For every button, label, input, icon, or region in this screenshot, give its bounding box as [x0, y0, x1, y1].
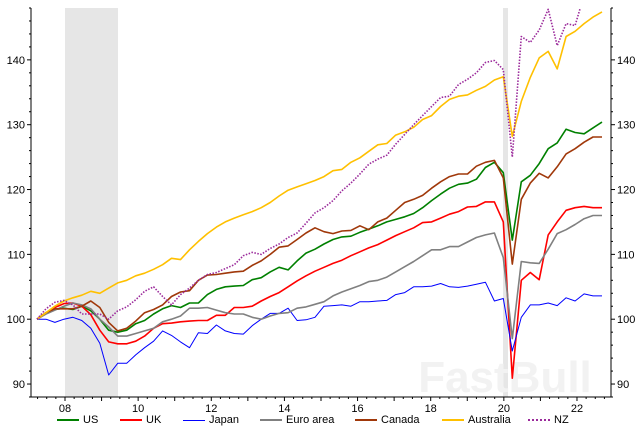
series-line-euro-area — [36, 214, 602, 340]
y-tick-label-right: 90 — [617, 379, 629, 391]
series-line-australia — [36, 11, 603, 320]
y-tick-label-left: 110 — [7, 249, 25, 261]
y-tick-label-right: 110 — [617, 249, 635, 261]
legend-swatch — [120, 419, 142, 421]
legend-label: Canada — [381, 414, 420, 426]
x-tick-label: 18 — [425, 403, 437, 415]
legend-item: Euro area — [260, 414, 334, 426]
legend-item: Canada — [355, 414, 420, 426]
watermark-logo: FastBull — [418, 353, 592, 402]
legend-swatch — [183, 419, 205, 421]
legend-item: Australia — [442, 414, 511, 426]
x-tick-label: 10 — [132, 403, 144, 415]
legend-item: UK — [120, 414, 161, 426]
legend-swatch — [355, 419, 377, 421]
y-tick-label-right: 130 — [617, 120, 635, 132]
y-tick-label-right: 100 — [617, 314, 635, 326]
legend-swatch — [57, 419, 79, 421]
y-tick-label-right: 140 — [617, 55, 635, 67]
shaded-period — [65, 8, 118, 397]
axes: 90 90 100 100 110 110 120 120 130 130 140 140 08 10 12… — [7, 7, 635, 415]
legend-item: NZ — [528, 414, 569, 426]
x-tick-label: 08 — [59, 403, 71, 415]
x-tick-label: 14 — [278, 403, 290, 415]
y-tick-label-left: 140 — [7, 55, 25, 67]
series-line-us — [36, 121, 603, 334]
legend-label: US — [83, 414, 99, 426]
series-line-japan — [37, 281, 602, 376]
x-tick-label: 22 — [571, 403, 583, 415]
legend-item: US — [57, 414, 98, 426]
legend-item: Japan — [183, 414, 239, 426]
legend-label: NZ — [554, 414, 569, 426]
x-tick-label: 12 — [205, 403, 217, 415]
y-tick-label-right: 120 — [617, 185, 635, 197]
series-line-canada — [36, 136, 602, 332]
y-tick-label-left: 100 — [7, 314, 25, 326]
legend-swatch — [260, 419, 282, 421]
recession-shading — [65, 8, 508, 397]
y-tick-label-left: 130 — [7, 120, 25, 132]
legend-swatch — [528, 419, 550, 421]
legend-swatch — [442, 419, 464, 421]
x-tick-label: 20 — [498, 403, 510, 415]
y-tick-label-left: 120 — [7, 185, 25, 197]
legend-label: Japan — [209, 414, 239, 426]
legend-label: Australia — [468, 414, 511, 426]
series-lines — [36, 8, 603, 380]
series-line-nz — [36, 8, 582, 321]
legend-label: Euro area — [286, 414, 335, 426]
y-tick-label-left: 90 — [13, 379, 25, 391]
x-tick-label: 16 — [351, 403, 363, 415]
legend-label: UK — [146, 414, 162, 426]
